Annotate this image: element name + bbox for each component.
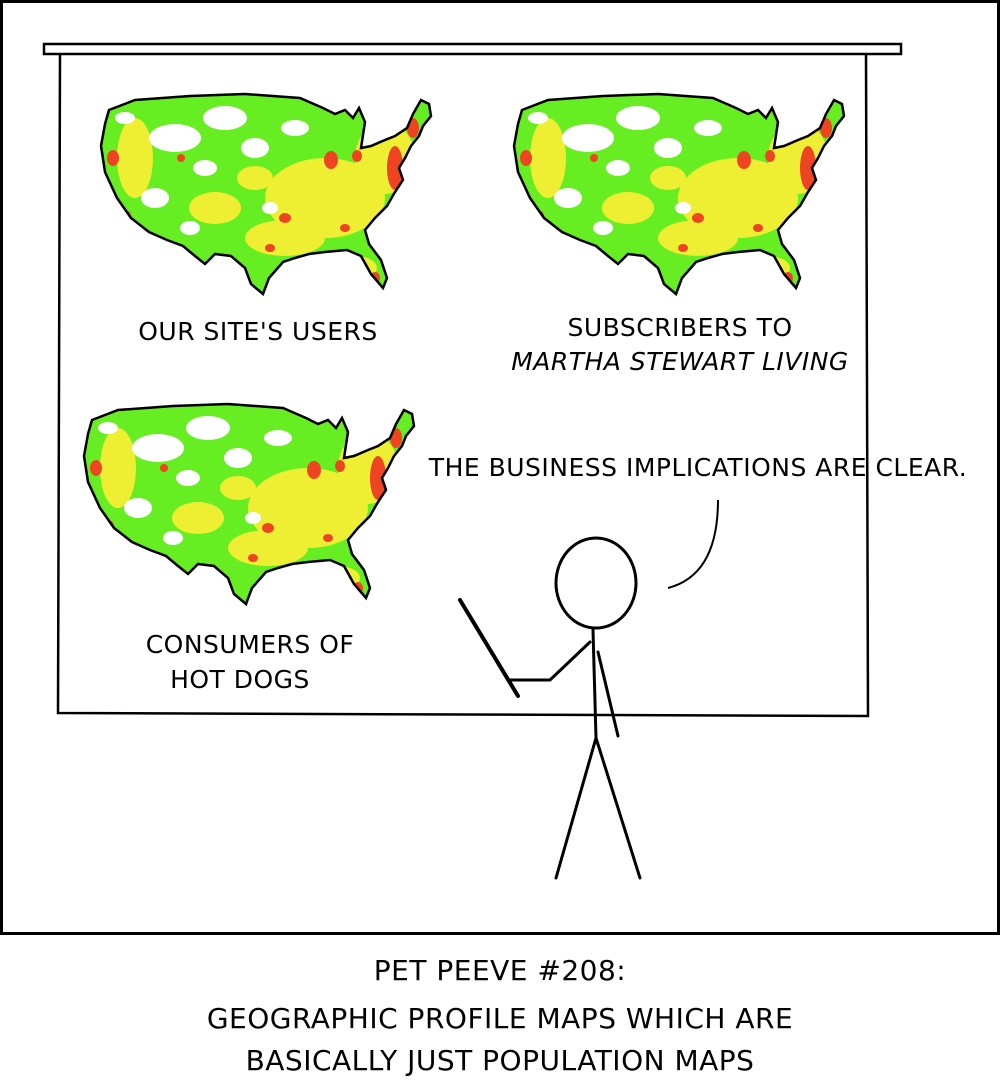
presenter-right-leg (594, 736, 642, 880)
map-martha-stewart-label: SUBSCRIBERS TO (567, 313, 792, 342)
screen-top-bar (42, 42, 903, 56)
map-hot-dogs-label-line1: CONSUMERS OF (146, 630, 355, 659)
caption-line-3: BASICALLY JUST POPULATION MAPS (246, 1044, 755, 1077)
presenter-body (591, 628, 598, 740)
presenter-left-leg (554, 736, 598, 880)
presenter-pointing-arm (508, 640, 592, 682)
speech-tail (667, 499, 719, 589)
map-hot-dogs-label-line2: HOT DOGS (170, 665, 310, 694)
pointer-stick (458, 598, 520, 698)
caption-line-1: PET PEEVE #208: (374, 954, 626, 987)
presenter-right-arm (596, 650, 620, 738)
stick-figure-presenter (458, 536, 642, 880)
map-martha-stewart-italic-label: MARTHA STEWART LIVING (511, 347, 849, 376)
speech-text: THE BUSINESS IMPLICATIONS ARE CLEAR. (428, 453, 967, 482)
projection-screen (42, 42, 903, 718)
presenter-head (554, 536, 638, 630)
caption-line-2: GEOGRAPHIC PROFILE MAPS WHICH ARE (207, 1002, 793, 1035)
screen-border (56, 53, 870, 718)
map-site-users-label: OUR SITE'S USERS (138, 317, 378, 346)
